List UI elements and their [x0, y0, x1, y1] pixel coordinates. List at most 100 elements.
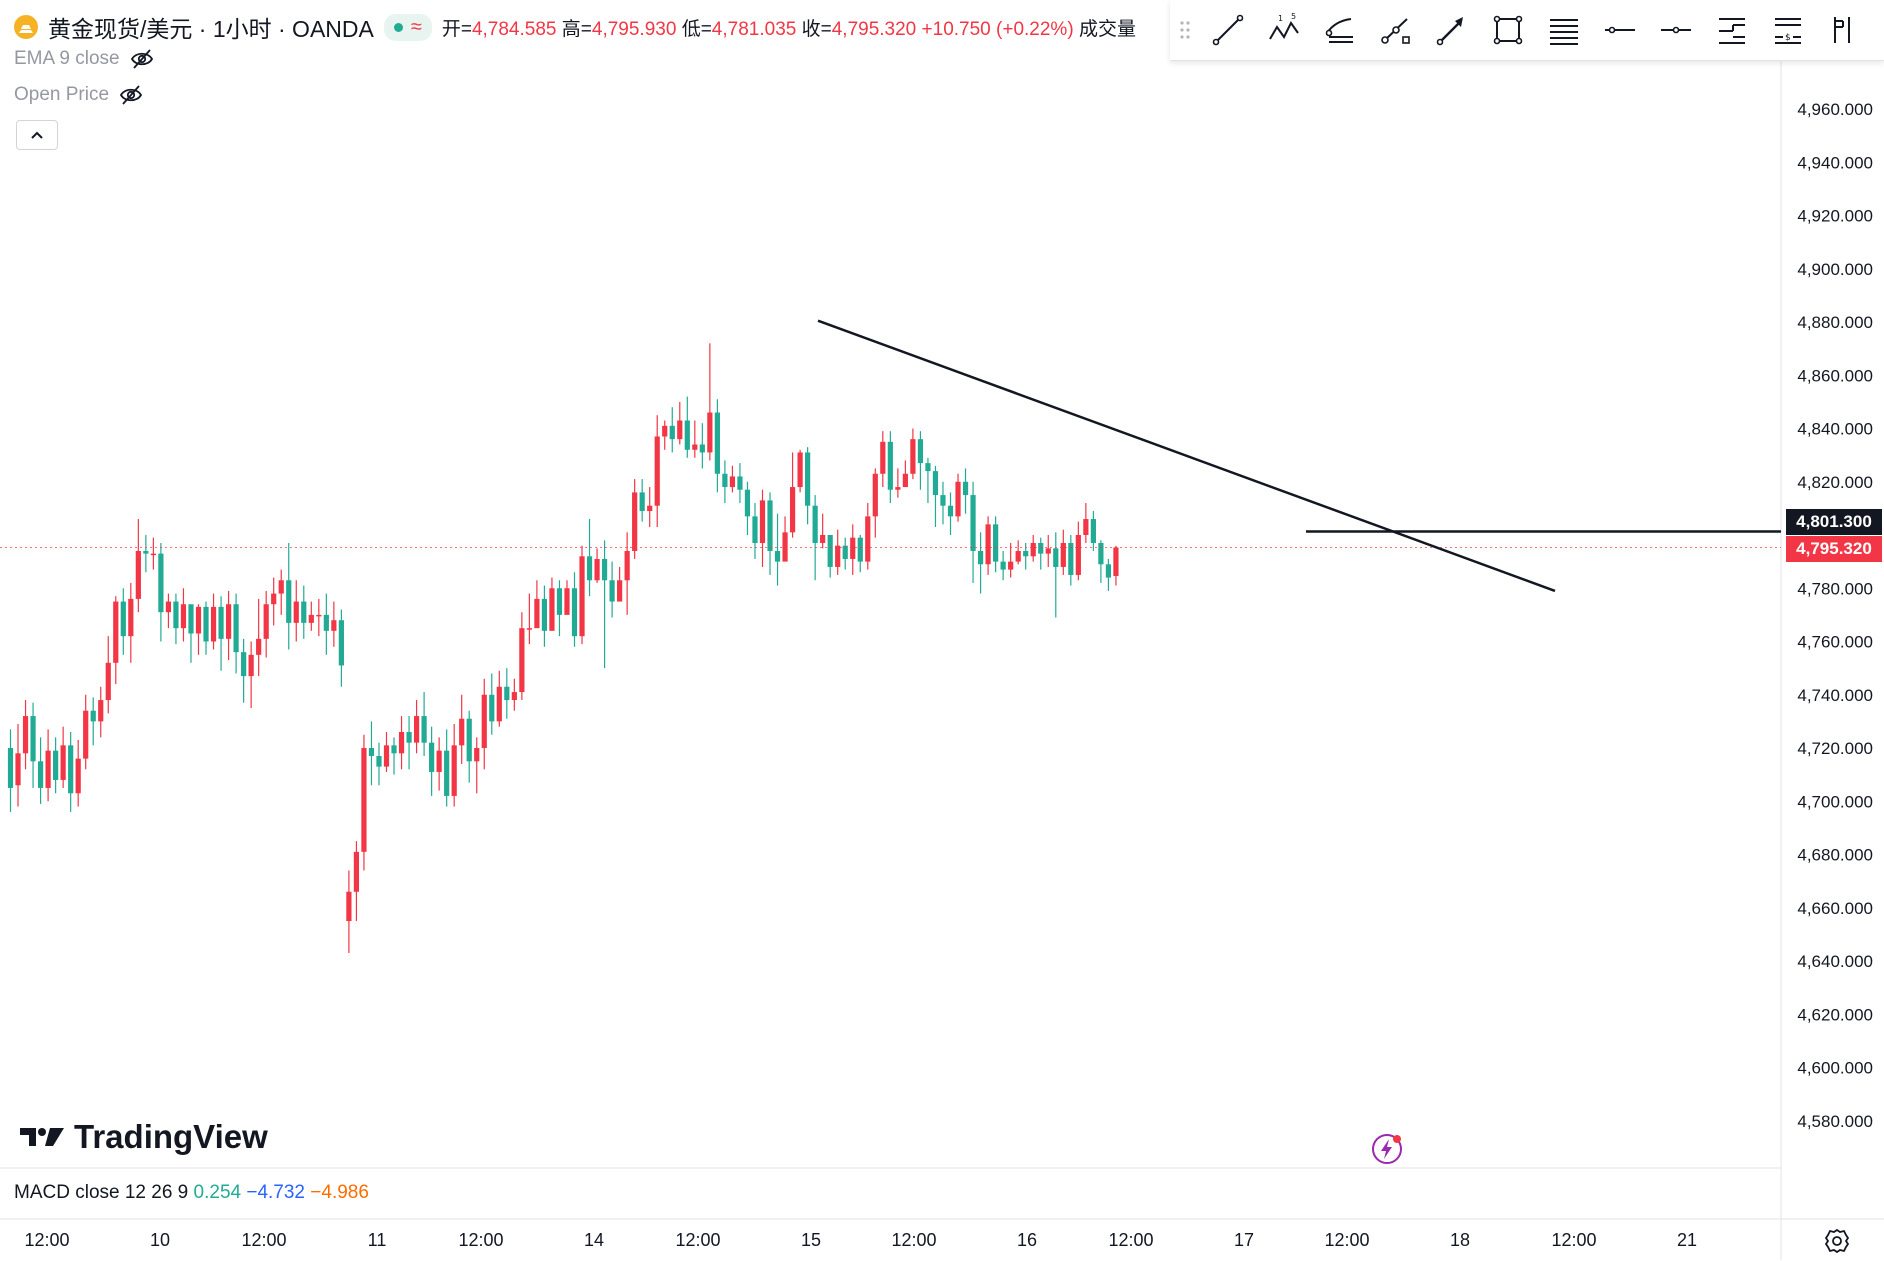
long-position-icon[interactable]: [1708, 6, 1756, 54]
candle-body: [391, 745, 397, 754]
candle-body: [128, 598, 134, 637]
collapse-legend-button[interactable]: [16, 120, 58, 150]
rectangle-icon[interactable]: [1484, 6, 1532, 54]
candle: [368, 721, 375, 786]
candle-body: [158, 553, 164, 613]
candle-body: [940, 495, 946, 506]
candle: [1038, 537, 1044, 570]
candle: [53, 737, 59, 794]
candle: [30, 702, 36, 788]
candle: [293, 580, 299, 642]
price-range-icon[interactable]: [1820, 6, 1868, 54]
candle: [526, 593, 532, 645]
short-position-icon[interactable]: $: [1764, 6, 1812, 54]
candle: [1060, 529, 1066, 575]
candle: [271, 577, 277, 626]
tradingview-logo[interactable]: TradingView: [20, 1118, 268, 1156]
hidden-eye-icon[interactable]: [130, 48, 154, 70]
candle: [1008, 542, 1014, 578]
candle: [436, 737, 442, 791]
candle: [549, 577, 555, 631]
candle-body: [932, 471, 939, 496]
chart-settings-gear-icon[interactable]: [1822, 1226, 1852, 1256]
candle-body: [1060, 542, 1066, 567]
candles: [7, 343, 1119, 954]
candle: [639, 479, 645, 522]
candle-body: [1053, 548, 1059, 567]
x-tick-label: 10: [150, 1230, 170, 1250]
candle-body: [586, 556, 593, 581]
candle: [594, 548, 600, 583]
candle: [985, 516, 991, 575]
hidden-eye-icon[interactable]: [119, 84, 143, 106]
open-price-indicator-legend[interactable]: Open Price: [14, 84, 143, 106]
candle-body: [519, 628, 525, 693]
y-tick-label: 4,700.000: [1797, 792, 1873, 811]
x-tick-label: 21: [1677, 1230, 1697, 1250]
candle: [496, 670, 502, 727]
macd-legend[interactable]: MACD close 12 26 9 0.254 −4.732 −4.986: [14, 1182, 369, 1204]
alert-flash-icon[interactable]: [1370, 1132, 1404, 1166]
candle-body: [729, 476, 736, 488]
candle: [947, 492, 954, 535]
trend-line-icon[interactable]: [1204, 6, 1252, 54]
candle: [842, 537, 848, 570]
candle: [1045, 535, 1051, 567]
candle: [729, 465, 736, 493]
candle-body: [1030, 542, 1036, 557]
macd-value-3: −4.986: [310, 1182, 369, 1203]
ema-indicator-legend[interactable]: EMA 9 close: [14, 48, 154, 70]
candle: [481, 678, 487, 770]
candle: [744, 481, 751, 535]
candle-body: [842, 545, 848, 559]
candle-body: [752, 516, 758, 543]
ohlc-values: 开=4,784.585 高=4,795.930 低=4,781.035 收=4,…: [442, 14, 1136, 41]
candle-body: [789, 487, 796, 533]
candle-body: [662, 425, 668, 437]
candle: [504, 668, 510, 719]
arrow-icon[interactable]: [1428, 6, 1476, 54]
candle-body: [421, 716, 427, 743]
x-tick-label: 11: [368, 1230, 387, 1250]
x-tick-label: 12:00: [1324, 1230, 1369, 1250]
candle-body: [83, 710, 89, 759]
candle: [383, 732, 390, 772]
x-tick-label: 12:00: [24, 1230, 69, 1250]
candle-body: [707, 412, 713, 453]
drag-handle-icon[interactable]: [1170, 0, 1200, 60]
candle-body: [150, 553, 156, 556]
candle: [519, 612, 525, 701]
pitchfork-icon[interactable]: [1316, 6, 1364, 54]
candle-body: [60, 745, 66, 780]
descending-trend-line[interactable]: [817, 319, 1556, 593]
tradingview-logo-icon: [20, 1128, 64, 1146]
horizontal-line-icon[interactable]: [1652, 6, 1700, 54]
candle-body: [925, 463, 931, 472]
candle-body: [556, 588, 563, 615]
candle: [173, 593, 179, 645]
low-value: 4,781.035: [711, 18, 797, 40]
candle: [1113, 545, 1119, 586]
market-status-badge[interactable]: ≈: [383, 13, 432, 41]
candle-body: [970, 495, 976, 551]
candle-body: [7, 748, 14, 788]
curve-icon[interactable]: [1372, 6, 1420, 54]
symbol-title[interactable]: 黄金现货/美元 · 1小时 · OANDA: [48, 16, 374, 42]
candle: [346, 870, 352, 954]
candle: [353, 841, 360, 922]
candle-body: [263, 604, 269, 639]
horizontal-ray-icon[interactable]: [1596, 6, 1644, 54]
candle: [624, 532, 630, 615]
candle-body: [654, 436, 660, 506]
candle: [601, 540, 608, 669]
y-tick-label: 4,880.000: [1797, 313, 1873, 332]
candle: [233, 593, 239, 674]
candle-body: [383, 745, 390, 767]
candle-body: [90, 710, 96, 722]
candle: [962, 468, 969, 514]
candle-body: [571, 588, 578, 637]
parallel-channel-icon[interactable]: [1540, 6, 1588, 54]
